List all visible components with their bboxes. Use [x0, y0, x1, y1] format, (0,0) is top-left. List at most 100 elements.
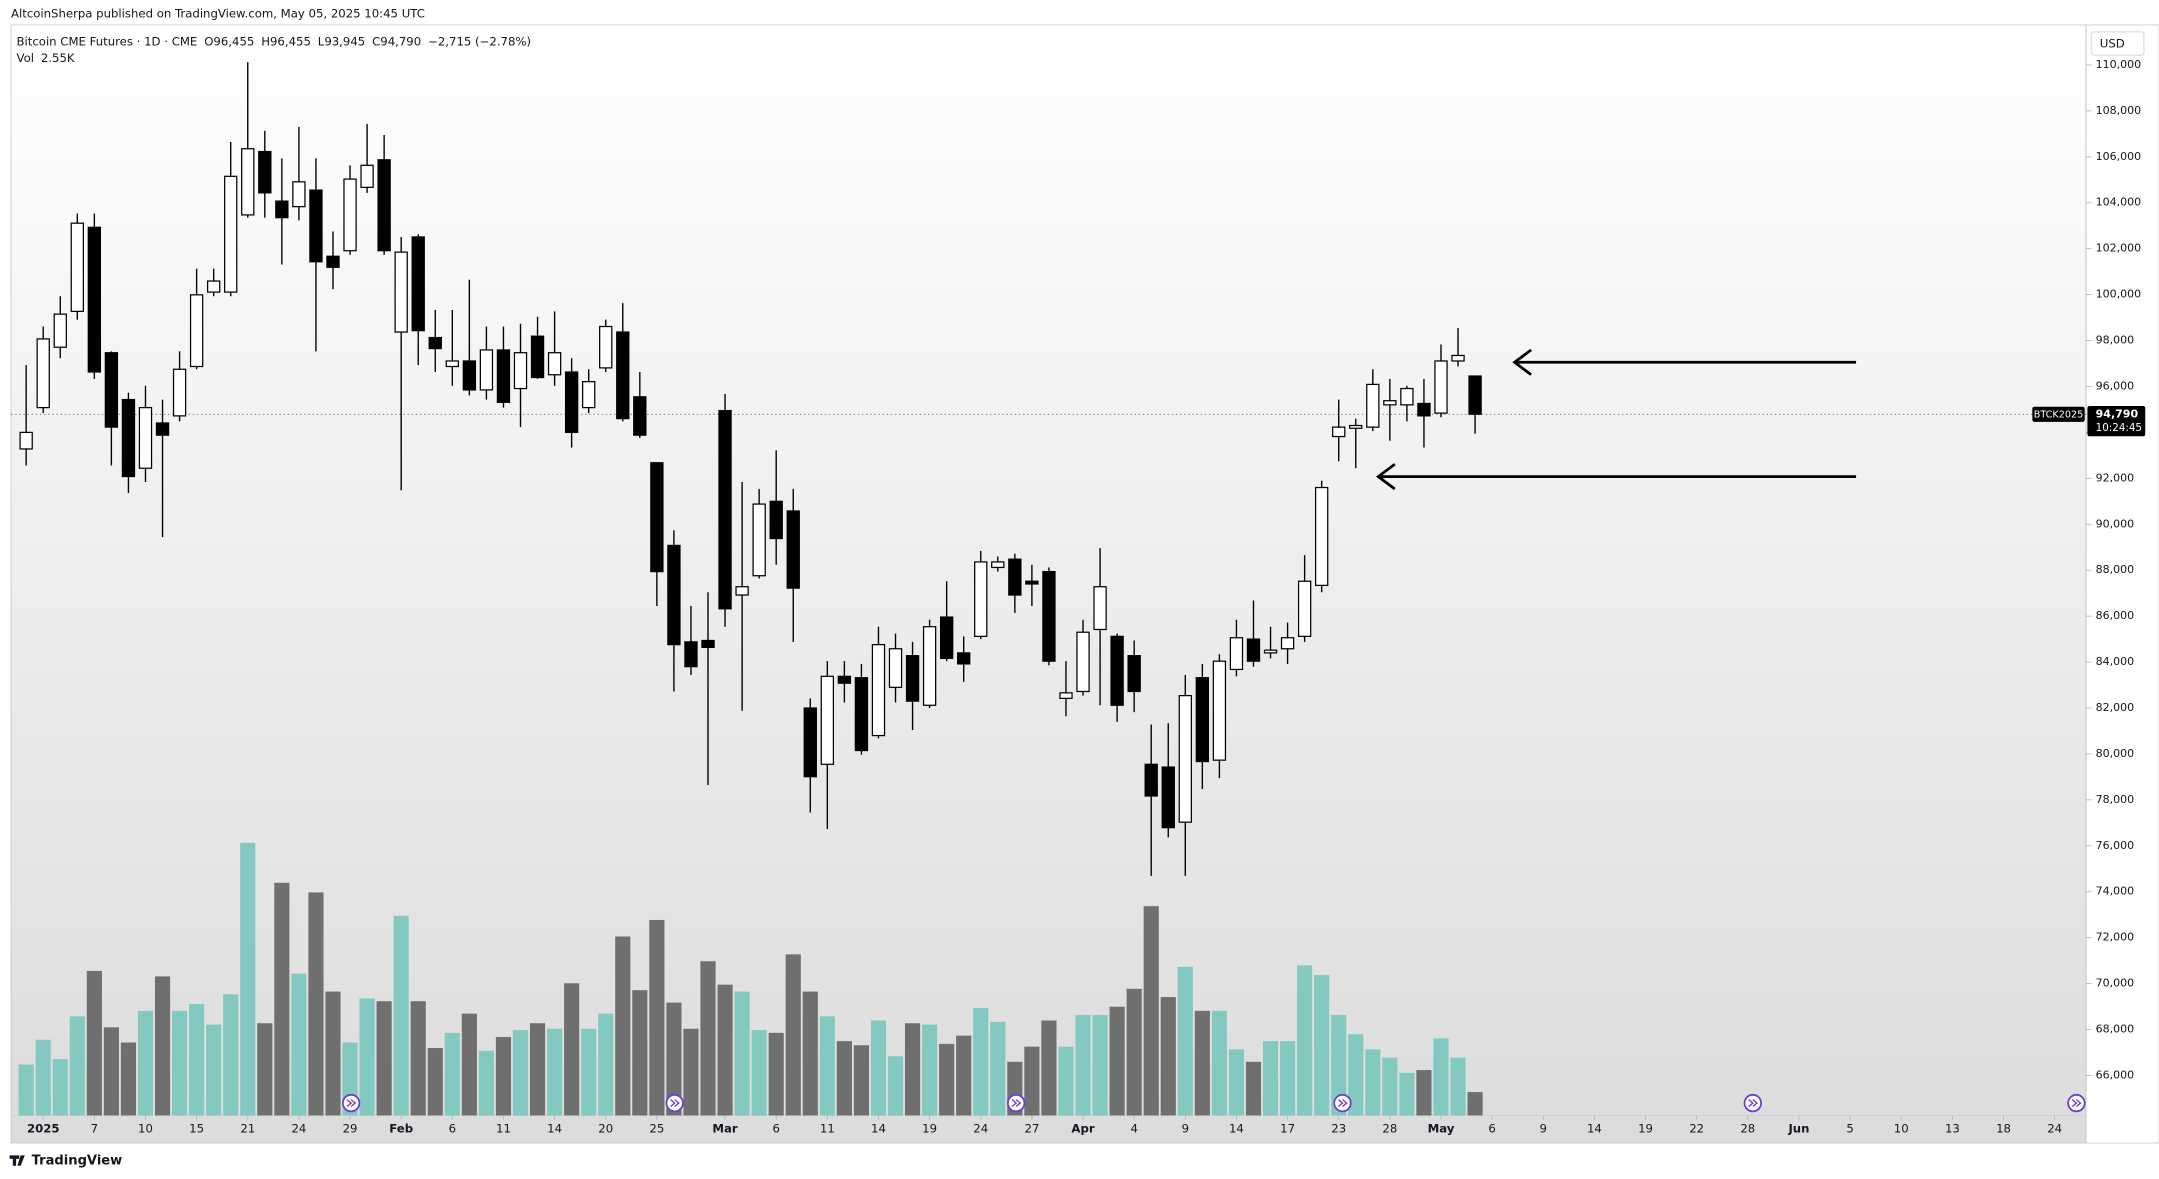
x-tick-label: 24 [291, 1122, 306, 1136]
legend: Bitcoin CME Futures · 1D · CME O96,455 H96… [17, 34, 532, 48]
candle-body [1195, 677, 1210, 763]
candle-body [1468, 375, 1482, 415]
y-tick-label: 92,000 [2096, 471, 2135, 484]
volume-bar [632, 990, 648, 1116]
volume-bar [717, 984, 733, 1116]
ohlc-key: H [261, 34, 270, 48]
volume-bar [172, 1010, 188, 1116]
volume-bar [700, 961, 716, 1116]
candle-body [1144, 763, 1158, 797]
symbol-tag-bg [2032, 406, 2085, 422]
candle-body [206, 280, 221, 293]
candle-body [1161, 766, 1175, 829]
event-icon[interactable] [2067, 1093, 2086, 1113]
candle-body [1349, 424, 1363, 429]
event-icon[interactable] [665, 1093, 684, 1113]
volume-bar [1467, 1092, 1483, 1116]
volume-bar [547, 1028, 563, 1116]
volume-bar [564, 983, 580, 1116]
volume-bar [240, 842, 256, 1116]
price-tag: 94,790 [2096, 407, 2139, 420]
volume-bar [1109, 1006, 1125, 1116]
volume-bar [274, 882, 290, 1116]
candle-body [513, 352, 528, 390]
x-tick-label: 18 [1996, 1122, 2011, 1136]
event-icon[interactable] [341, 1093, 361, 1113]
countdown: 10:24:45 [2096, 422, 2142, 434]
candle-body [1059, 692, 1073, 699]
candle-body [224, 175, 238, 293]
candle-body [104, 352, 119, 428]
candle-body [1451, 354, 1465, 362]
x-tick-label: 24 [973, 1122, 988, 1136]
volume-bar [18, 1064, 34, 1116]
volume-bar [683, 1028, 699, 1116]
x-tick-label: 6 [449, 1122, 456, 1136]
volume-bar [1075, 1014, 1091, 1116]
volume-bar [223, 994, 239, 1116]
candle-body [1076, 631, 1090, 693]
x-tick-label: 10 [138, 1122, 153, 1136]
candle-body [1366, 383, 1380, 428]
candle-body [854, 677, 869, 752]
volume-bar [1245, 1061, 1262, 1116]
volume-bar [1092, 1014, 1108, 1116]
candle-body [718, 409, 732, 610]
candle-body [1297, 580, 1312, 637]
x-tick-label: 17 [1280, 1122, 1295, 1136]
candle-body [871, 644, 886, 737]
candle-body [888, 648, 903, 688]
volume-bar [1314, 975, 1330, 1116]
candle-body [701, 639, 715, 649]
volume-bar [1228, 1049, 1245, 1116]
volume-bar [444, 1032, 460, 1116]
ohlc-value: 96,455 [270, 34, 311, 48]
candle-body [326, 255, 340, 268]
volume-bar [768, 1032, 784, 1116]
event-icon[interactable] [1007, 1093, 1026, 1113]
candle-body [1400, 387, 1414, 406]
candle-body [121, 398, 136, 478]
candle-body [905, 655, 920, 702]
volume-bar [1433, 1038, 1449, 1116]
series-title: Bitcoin CME Futures · 1D · CME [17, 34, 198, 48]
candle-body [138, 406, 153, 469]
ohlc-value: 96,455 [213, 34, 254, 48]
candle-body [445, 360, 459, 368]
y-tick-label: 110,000 [2096, 58, 2142, 71]
price-tag-bg [2087, 406, 2146, 437]
candle-body [939, 616, 954, 660]
ohlc-value: 94,790 [380, 34, 421, 48]
y-tick-label: 76,000 [2096, 839, 2135, 852]
candle-body [991, 561, 1005, 569]
candle-body [1434, 360, 1448, 414]
volume-bar [751, 1030, 767, 1116]
footer-brand: TradingView [32, 1153, 123, 1168]
volume-bar [598, 1013, 614, 1116]
volume-value: 2.55K [41, 51, 75, 65]
volume-bar [973, 1008, 989, 1116]
volume-bar [615, 936, 631, 1116]
x-tick-label: 14 [1229, 1122, 1244, 1136]
candle-body [1008, 558, 1022, 596]
event-icon[interactable] [1743, 1093, 1762, 1113]
candle-body [1280, 637, 1295, 650]
x-tick-label: 13 [1945, 1122, 1960, 1136]
candle-body [957, 652, 971, 665]
candle-body [650, 462, 664, 573]
volume-bar [1024, 1046, 1040, 1116]
volume-bar [1211, 1010, 1227, 1116]
volume-bar [922, 1024, 938, 1116]
volume-bar [308, 892, 324, 1116]
publisher: AltcoinSherpa published on TradingView.c… [11, 6, 425, 20]
volume-bar [956, 1035, 972, 1116]
x-tick-label: 27 [1024, 1122, 1039, 1136]
volume-bar [1143, 906, 1159, 1116]
candle-body [172, 368, 187, 417]
volume-bar [802, 991, 818, 1116]
event-icon[interactable] [1333, 1093, 1352, 1113]
candle-body [633, 396, 647, 436]
candle-body [411, 236, 425, 332]
candle-body [394, 251, 408, 333]
